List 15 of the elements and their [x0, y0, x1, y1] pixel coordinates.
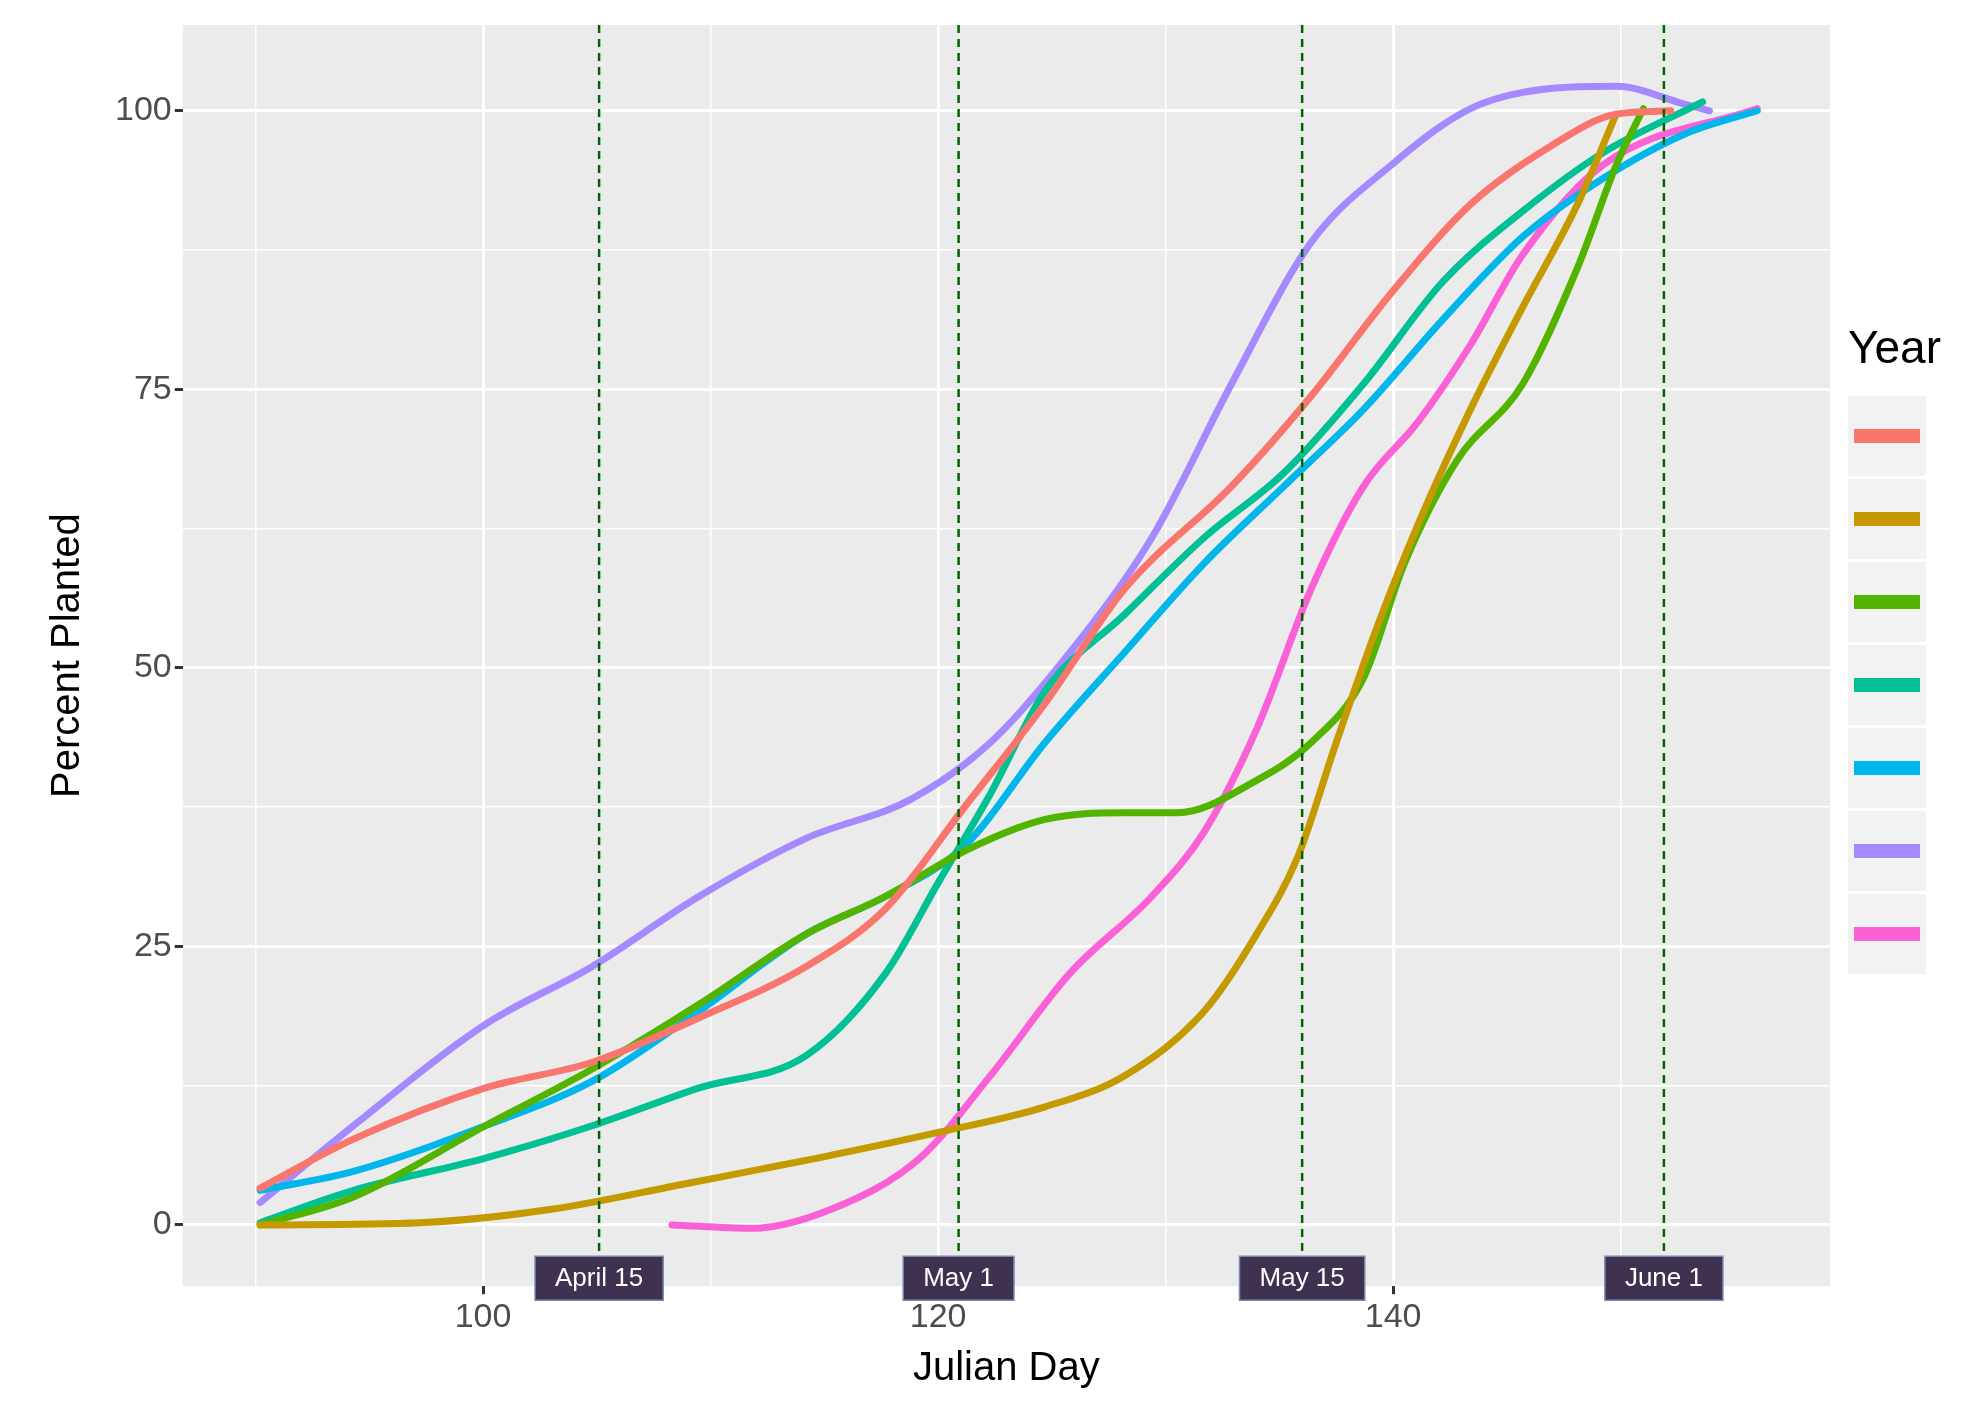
ref-line-label: May 15 — [1259, 1262, 1345, 1293]
y-axis-title: Percent Planted — [43, 513, 88, 798]
x-tick-label: 140 — [1364, 1295, 1422, 1334]
x-tick-label: 100 — [454, 1295, 512, 1334]
y-tick-label: 50 — [133, 646, 172, 685]
ref-line-label: May 1 — [923, 1262, 994, 1293]
y-tick-label: 0 — [152, 1203, 172, 1242]
x-axis-title: Julian Day — [912, 1344, 1100, 1389]
ref-line-label: June 1 — [1624, 1262, 1703, 1293]
ref-line-label: April 15 — [555, 1262, 644, 1293]
y-tick-label: 25 — [133, 924, 172, 963]
legend-title: Year — [1848, 320, 1941, 374]
y-tick-label: 100 — [114, 89, 172, 128]
y-tick-label: 75 — [133, 367, 172, 406]
x-tick-label: 120 — [909, 1295, 967, 1334]
